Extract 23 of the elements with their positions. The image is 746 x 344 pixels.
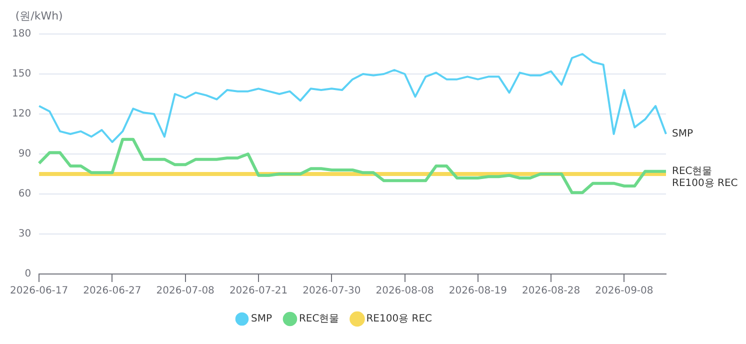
text: REC현물	[672, 166, 712, 177]
y-tick-label: 150	[12, 68, 32, 80]
x-tick-label: 2026-08-08	[376, 286, 434, 297]
y-axis-title: (원/kWh)	[15, 9, 63, 22]
text: RE100용 REC	[672, 178, 738, 189]
legend-label: REC현물	[298, 314, 340, 325]
x-tick-label: 2026-06-27	[83, 286, 142, 297]
y-tick-label: 30	[18, 228, 32, 240]
y-tick-label: 180	[12, 28, 32, 40]
legend-label: SMP	[250, 314, 272, 325]
x-tick-label: 2026-07-08	[156, 286, 214, 297]
y-tick-label: 90	[18, 148, 32, 160]
y-tick-label: 120	[12, 108, 32, 120]
y-tick-label: 60	[18, 188, 32, 200]
x-tick-label: 2026-09-08	[595, 286, 654, 297]
text: SMP	[672, 128, 694, 140]
x-tick-label: 2026-07-30	[302, 286, 361, 297]
x-tick-label: 2026-08-19	[448, 286, 507, 297]
x-tick-label: 2026-07-21	[229, 286, 288, 297]
x-tick-label: 2026-06-17	[10, 286, 68, 297]
x-tick-label: 2026-08-28	[522, 286, 580, 297]
y-tick-label: 0	[24, 268, 32, 280]
legend-label: RE100용 REC	[366, 314, 432, 325]
